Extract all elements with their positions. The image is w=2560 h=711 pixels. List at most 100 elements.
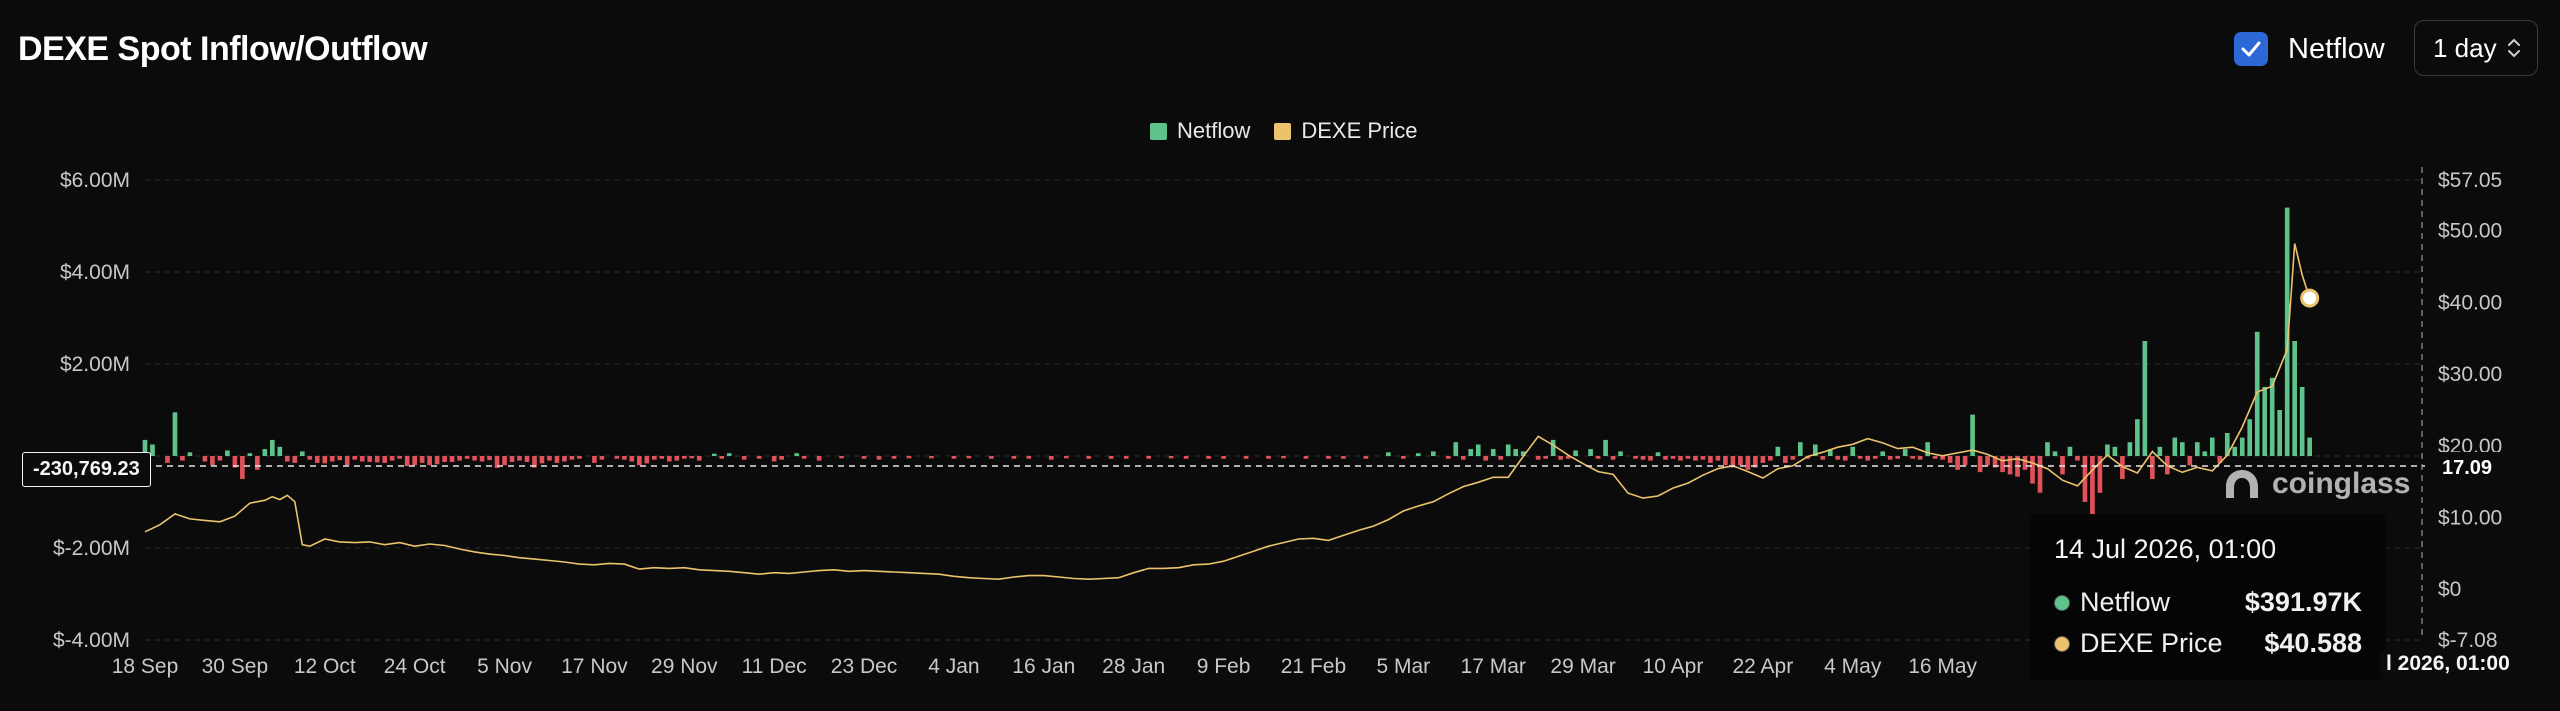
netflow-bar [1708,456,1713,463]
netflow-bar [756,456,762,459]
legend-item-price[interactable]: DEXE Price [1274,118,1418,144]
interval-select[interactable]: 1 day [2414,20,2538,76]
netflow-bar [1221,456,1226,459]
netflow-bar [1168,456,1174,459]
netflow-bar [1048,456,1054,460]
netflow-bar [1505,444,1511,456]
netflow-bar [1430,451,1436,456]
netflow-bar [1745,456,1751,470]
netflow-bar [1086,456,1092,459]
netflow-bar [2037,456,2043,493]
netflow-bar [2292,341,2297,456]
netflow-bar [1925,442,1930,456]
netflow-bar [1850,446,1856,456]
netflow-bar [711,453,717,456]
netflow-bar [419,456,425,463]
tooltip-row-price: DEXE Price $40.588 [2054,628,2362,659]
x-axis-tick: 4 Jan [928,655,979,678]
y-axis-right-tick: $57.05 [2438,169,2502,192]
netflow-bar [1558,456,1563,460]
netflow-bar [1460,456,1466,460]
netflow-bar [1685,456,1691,459]
netflow-bar [2172,437,2178,456]
netflow-bar [622,456,627,460]
netflow-bar [876,456,882,460]
netflow-bar [382,456,388,463]
netflow-bar [2307,437,2312,456]
netflow-bar [569,456,575,460]
x-axis-tick: 21 Feb [1281,655,1346,678]
netflow-bar [472,456,477,461]
netflow-bar [1842,456,1848,461]
netflow-bar [337,456,343,461]
netflow-bar [150,444,155,456]
netflow-bar [494,456,500,468]
netflow-bar [1565,456,1571,459]
netflow-bar [1543,456,1548,459]
netflow-bar [1206,456,1211,459]
netflow-bar [1932,456,1938,459]
netflow-bar [1445,456,1451,459]
x-axis-tick: 16 Jan [1012,655,1075,678]
netflow-toggle[interactable]: Netflow [2234,32,2385,66]
netflow-bar [1880,451,1886,456]
netflow-bar [577,456,582,459]
netflow-bar [397,456,402,459]
x-axis-tick: 24 Oct [384,655,446,678]
netflow-bar [1610,456,1616,460]
x-axis-tick: 9 Feb [1197,655,1251,678]
netflow-bar [637,456,642,466]
netflow-bar [1917,456,1923,460]
legend-item-netflow[interactable]: Netflow [1150,118,1250,144]
x-axis-tick: 29 Mar [1550,655,1615,678]
tooltip-dot-icon [2054,635,2070,652]
tooltip-row-value: $40.588 [2264,628,2362,658]
netflow-bar [255,456,260,470]
netflow-bar [1700,456,1706,460]
x-axis-tick: 11 Dec [742,655,807,678]
tooltip-row-name: Netflow [2080,587,2171,617]
watermark: coinglass [2222,466,2410,502]
netflow-bar [1595,456,1601,459]
x-axis-tick: 12 Oct [294,655,356,678]
netflow-bar [1962,456,1968,466]
netflow-bar [1266,456,1271,459]
netflow-bar [861,456,867,459]
netflow-bar [1326,456,1331,459]
netflow-bar [1573,450,1578,456]
tooltip-title: 14 Jul 2026, 01:00 [2054,534,2277,564]
checkbox-icon[interactable] [2234,32,2268,66]
netflow-bar [906,456,912,459]
netflow-bar [2135,419,2140,456]
y-axis-left-tick: $2.00M [60,353,130,376]
netflow-bar [1812,444,1818,456]
y-axis-right-tick: $30.00 [2438,363,2502,386]
netflow-bar [1453,442,1459,456]
chart-legend: Netflow DEXE Price [1150,118,1418,144]
netflow-bar [2277,410,2283,456]
netflow-bar [2187,456,2193,466]
netflow-bar [989,456,994,459]
legend-label-netflow: Netflow [1177,118,1251,143]
netflow-bar [1648,456,1653,461]
netflow-bar [1940,456,1945,460]
netflow-bar [2202,451,2208,456]
netflow-bar [322,456,328,464]
legend-swatch-netflow [1150,122,1167,140]
netflow-bar [1790,456,1796,460]
netflow-bar [1663,456,1668,460]
netflow-bar [1827,449,1833,456]
netflow-bar [2224,433,2230,456]
x-axis-tick: 23 Dec [831,655,898,678]
netflow-bar [1123,456,1129,459]
netflow-bar [2217,456,2223,463]
netflow-bar [2007,456,2013,475]
netflow-bar [262,449,268,456]
netflow-bar [344,456,350,466]
netflow-bar [2209,437,2215,456]
y-axis-right-tick: $-7.08 [2438,629,2498,652]
crosshair-right-value: 17.09 [2428,452,2507,485]
netflow-bar [2030,456,2035,484]
netflow-bar [2067,446,2073,456]
